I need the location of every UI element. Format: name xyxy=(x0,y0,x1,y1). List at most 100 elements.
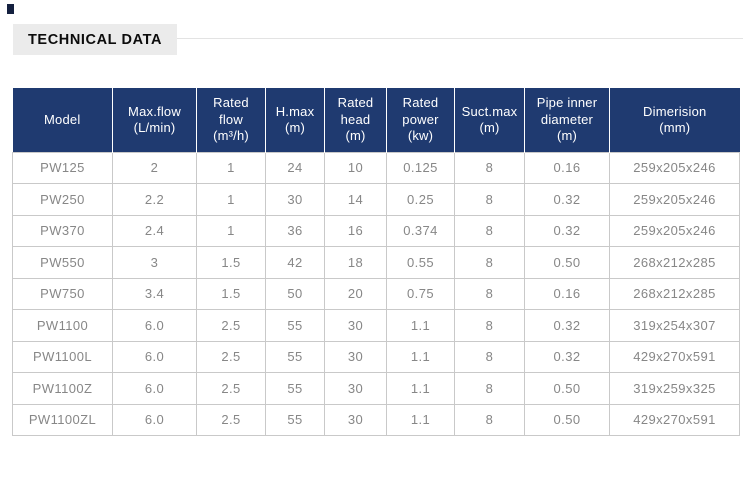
value-cell: 259x205x246 xyxy=(609,214,740,247)
column-header: Suct.max (m) xyxy=(454,88,525,152)
value-cell: 6.0 xyxy=(112,309,197,342)
value-cell: 1.1 xyxy=(386,372,455,405)
value-cell: 36 xyxy=(265,214,325,247)
accent-square xyxy=(7,4,14,14)
value-cell: 8 xyxy=(454,277,525,310)
value-cell: 0.32 xyxy=(524,183,610,216)
value-cell: 2.5 xyxy=(196,340,266,373)
value-cell: 0.32 xyxy=(524,340,610,373)
column-header: Max.flow (L/min) xyxy=(112,88,197,152)
value-cell: 8 xyxy=(454,403,525,436)
value-cell: 30 xyxy=(324,403,387,436)
value-cell: 8 xyxy=(454,151,525,184)
value-cell: 8 xyxy=(454,183,525,216)
value-cell: 0.50 xyxy=(524,246,610,279)
value-cell: 1.5 xyxy=(196,246,266,279)
table-head: Model Max.flow (L/min) Rated flow (m³/h) H.… xyxy=(12,88,740,152)
table-row: PW750 3.4 1.5 50 20 0.75 8 0.16 268x212x285 xyxy=(12,277,740,310)
value-cell: 2.2 xyxy=(112,183,197,216)
value-cell: 429x270x591 xyxy=(609,340,740,373)
column-header: Rated flow (m³/h) xyxy=(196,88,266,152)
value-cell: 0.16 xyxy=(524,277,610,310)
value-cell: 319x259x325 xyxy=(609,372,740,405)
column-header: Rated power (kw) xyxy=(386,88,455,152)
value-cell: 8 xyxy=(454,340,525,373)
model-cell: PW550 xyxy=(12,246,113,279)
table-row: PW250 2.2 1 30 14 0.25 8 0.32 259x205x246 xyxy=(12,183,740,216)
value-cell: 0.50 xyxy=(524,403,610,436)
table-row: PW1100 6.0 2.5 55 30 1.1 8 0.32 319x254x307 xyxy=(12,309,740,342)
value-cell: 1 xyxy=(196,214,266,247)
value-cell: 1 xyxy=(196,183,266,216)
value-cell: 0.374 xyxy=(386,214,455,247)
column-header: H.max (m) xyxy=(265,88,325,152)
value-cell: 2.5 xyxy=(196,372,266,405)
value-cell: 0.16 xyxy=(524,151,610,184)
value-cell: 0.125 xyxy=(386,151,455,184)
value-cell: 30 xyxy=(324,309,387,342)
model-cell: PW125 xyxy=(12,151,113,184)
model-cell: PW370 xyxy=(12,214,113,247)
section-title-box: TECHNICAL DATA xyxy=(13,24,177,55)
value-cell: 8 xyxy=(454,372,525,405)
value-cell: 2.4 xyxy=(112,214,197,247)
value-cell: 429x270x591 xyxy=(609,403,740,436)
model-cell: PW750 xyxy=(12,277,113,310)
value-cell: 30 xyxy=(324,340,387,373)
value-cell: 1.1 xyxy=(386,309,455,342)
value-cell: 20 xyxy=(324,277,387,310)
model-cell: PW1100L xyxy=(12,340,113,373)
value-cell: 50 xyxy=(265,277,325,310)
table-row: PW550 3 1.5 42 18 0.55 8 0.50 268x212x285 xyxy=(12,246,740,279)
value-cell: 8 xyxy=(454,214,525,247)
value-cell: 6.0 xyxy=(112,403,197,436)
value-cell: 24 xyxy=(265,151,325,184)
section-title: TECHNICAL DATA xyxy=(27,31,163,48)
value-cell: 18 xyxy=(324,246,387,279)
table-header-row: Model Max.flow (L/min) Rated flow (m³/h) H.… xyxy=(12,88,740,152)
value-cell: 0.32 xyxy=(524,309,610,342)
table-row: PW125 2 1 24 10 0.125 8 0.16 259x205x246 xyxy=(12,151,740,184)
value-cell: 55 xyxy=(265,403,325,436)
model-cell: PW250 xyxy=(12,183,113,216)
technical-data-table: Model Max.flow (L/min) Rated flow (m³/h) H.… xyxy=(12,88,740,436)
column-header: Pipe inner diameter (m) xyxy=(524,88,610,152)
value-cell: 319x254x307 xyxy=(609,309,740,342)
table-row: PW1100Z 6.0 2.5 55 30 1.1 8 0.50 319x259x325 xyxy=(12,372,740,405)
column-header: Rated head (m) xyxy=(324,88,387,152)
value-cell: 3.4 xyxy=(112,277,197,310)
value-cell: 6.0 xyxy=(112,340,197,373)
column-header: Dimerision (mm) xyxy=(609,88,740,152)
value-cell: 268x212x285 xyxy=(609,277,740,310)
value-cell: 55 xyxy=(265,309,325,342)
value-cell: 259x205x246 xyxy=(609,151,740,184)
title-divider-line xyxy=(177,38,743,39)
value-cell: 1.1 xyxy=(386,340,455,373)
value-cell: 55 xyxy=(265,340,325,373)
value-cell: 30 xyxy=(324,372,387,405)
value-cell: 8 xyxy=(454,246,525,279)
value-cell: 14 xyxy=(324,183,387,216)
value-cell: 0.55 xyxy=(386,246,455,279)
value-cell: 42 xyxy=(265,246,325,279)
model-cell: PW1100 xyxy=(12,309,113,342)
table-row: PW1100ZL 6.0 2.5 55 30 1.1 8 0.50 429x270x591 xyxy=(12,403,740,436)
model-cell: PW1100ZL xyxy=(12,403,113,436)
value-cell: 1.5 xyxy=(196,277,266,310)
value-cell: 30 xyxy=(265,183,325,216)
value-cell: 259x205x246 xyxy=(609,183,740,216)
value-cell: 3 xyxy=(112,246,197,279)
value-cell: 2.5 xyxy=(196,309,266,342)
value-cell: 268x212x285 xyxy=(609,246,740,279)
value-cell: 55 xyxy=(265,372,325,405)
value-cell: 0.50 xyxy=(524,372,610,405)
value-cell: 16 xyxy=(324,214,387,247)
table-body: PW125 2 1 24 10 0.125 8 0.16 259x205x246 PW250 2.2… xyxy=(12,151,740,436)
value-cell: 0.32 xyxy=(524,214,610,247)
value-cell: 2 xyxy=(112,151,197,184)
value-cell: 0.25 xyxy=(386,183,455,216)
value-cell: 1.1 xyxy=(386,403,455,436)
value-cell: 8 xyxy=(454,309,525,342)
value-cell: 6.0 xyxy=(112,372,197,405)
